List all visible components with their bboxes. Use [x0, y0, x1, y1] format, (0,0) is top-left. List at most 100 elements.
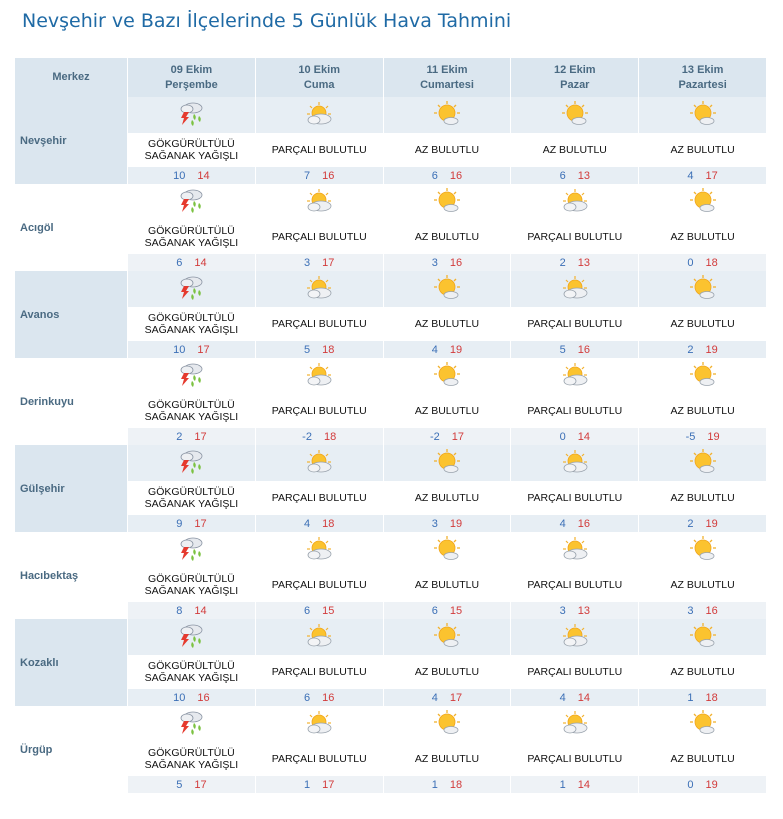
temp-cell: 0 18	[639, 254, 767, 271]
city-name: Ürgüp	[15, 706, 128, 793]
low-temp: 5	[304, 343, 311, 356]
weather-icon-cell	[255, 445, 384, 481]
thunderstorm-icon	[177, 188, 205, 217]
temp-cell: 6 14	[128, 254, 256, 271]
city-temp-row: 2 17 -2 18 -2 17 0 14 -5 19	[15, 428, 767, 445]
temp-cell: 8 14	[128, 602, 256, 619]
temp-cell: 1 18	[639, 689, 767, 706]
condition-cell: PARÇALI BULUTLU	[255, 481, 384, 515]
condition-text: AZ BULUTLU	[670, 666, 735, 678]
condition-cell: AZ BULUTLU	[639, 394, 767, 428]
high-temp: 17	[322, 256, 335, 269]
condition-cell: GÖKGÜRÜLTÜLÜ SAĞANAK YAĞIŞLI	[128, 394, 256, 428]
thunderstorm-icon	[177, 710, 205, 739]
partly-cloudy-icon	[560, 275, 590, 304]
condition-cell: PARÇALI BULUTLU	[255, 220, 384, 254]
low-temp: 4	[687, 169, 694, 182]
temp-cell: 2 17	[128, 428, 256, 445]
temp-cell: 6 13	[511, 167, 640, 184]
header-day: 11 Ekim Cumartesi	[383, 58, 512, 97]
condition-text: AZ BULUTLU	[414, 318, 480, 330]
temp-cell: 4 19	[383, 341, 512, 358]
weather-icon-cell	[255, 358, 384, 394]
high-temp: 19	[449, 343, 463, 356]
weather-icon-cell	[128, 271, 256, 307]
condition-text: AZ BULUTLU	[414, 666, 480, 678]
high-temp: 17	[194, 517, 207, 530]
condition-text: AZ BULUTLU	[670, 231, 735, 243]
condition-cell: AZ BULUTLU	[383, 742, 512, 776]
city-icon-row: Kozaklı	[15, 619, 767, 706]
low-temp: -5	[685, 430, 696, 443]
high-temp: 17	[322, 778, 335, 791]
condition-text: SAĞANAK YAĞIŞLI	[144, 150, 239, 162]
low-temp: 2	[687, 517, 694, 530]
high-temp: 16	[322, 691, 335, 704]
partly-cloudy-icon	[560, 188, 590, 217]
partly-cloudy-icon	[304, 188, 334, 217]
city-condition-row: GÖKGÜRÜLTÜLÜ SAĞANAK YAĞIŞLI PARÇALI BULUT…	[15, 742, 767, 776]
condition-text: GÖKGÜRÜLTÜLÜ	[148, 225, 235, 237]
high-temp: 17	[197, 343, 210, 356]
temp-cell: 4 16	[511, 515, 640, 532]
condition-cell: PARÇALI BULUTLU	[255, 394, 384, 428]
temp-cell: 3 16	[639, 602, 767, 619]
condition-cell: PARÇALI BULUTLU	[511, 655, 640, 689]
condition-cell: PARÇALI BULUTLU	[255, 307, 384, 341]
high-temp: 16	[197, 691, 210, 704]
high-temp: 16	[449, 169, 463, 182]
condition-cell: PARÇALI BULUTLU	[511, 742, 640, 776]
high-temp: 17	[705, 169, 718, 182]
forecast-body: Nevşehir GÖKGÜRÜLTÜLÜ SAĞANAK YAĞIŞLI PARÇA…	[15, 97, 767, 793]
thunderstorm-icon	[177, 536, 205, 565]
thunderstorm-icon	[177, 449, 205, 478]
header-weekday: Cuma	[303, 78, 335, 91]
high-temp: 18	[322, 517, 335, 530]
high-temp: 16	[577, 343, 590, 356]
weather-icon-cell	[255, 184, 384, 220]
weather-icon-cell	[383, 619, 512, 655]
low-temp: 1	[431, 778, 438, 791]
weather-icon-cell	[128, 445, 256, 481]
low-temp: 2	[559, 256, 566, 269]
temp-cell: 10 14	[128, 167, 256, 184]
mostly-sunny-icon	[432, 709, 462, 739]
low-temp: 4	[559, 517, 566, 530]
condition-text: PARÇALI BULUTLU	[271, 405, 367, 417]
weather-icon-cell	[383, 97, 512, 133]
high-temp: 13	[577, 169, 590, 182]
weather-icon-cell	[639, 358, 767, 394]
high-temp: 18	[449, 778, 463, 791]
condition-text: GÖKGÜRÜLTÜLÜ	[148, 399, 235, 411]
weather-icon-cell	[383, 184, 512, 220]
partly-cloudy-icon	[304, 449, 334, 478]
city-condition-row: GÖKGÜRÜLTÜLÜ SAĞANAK YAĞIŞLI PARÇALI BULUT…	[15, 133, 767, 167]
condition-text: PARÇALI BULUTLU	[271, 318, 367, 330]
mostly-sunny-icon	[432, 274, 462, 304]
low-temp: 10	[173, 169, 186, 182]
condition-cell: PARÇALI BULUTLU	[255, 742, 384, 776]
temp-cell: -5 19	[639, 428, 767, 445]
weather-icon-cell	[511, 532, 640, 568]
high-temp: 16	[577, 517, 590, 530]
city-condition-row: GÖKGÜRÜLTÜLÜ SAĞANAK YAĞIŞLI PARÇALI BULUT…	[15, 307, 767, 341]
mostly-sunny-icon	[688, 100, 718, 130]
low-temp: 0	[687, 778, 694, 791]
partly-cloudy-icon	[560, 536, 590, 565]
condition-cell: AZ BULUTLU	[383, 655, 512, 689]
partly-cloudy-icon	[304, 362, 334, 391]
weather-icon-cell	[511, 358, 640, 394]
high-temp: 19	[705, 343, 718, 356]
low-temp: 6	[431, 604, 438, 617]
temp-cell: 6 15	[383, 602, 512, 619]
low-temp: 5	[559, 343, 566, 356]
condition-text: SAĞANAK YAĞIŞLI	[144, 759, 239, 771]
mostly-sunny-icon	[432, 448, 462, 478]
high-temp: 19	[705, 778, 718, 791]
city-icon-row: Gülşehir	[15, 445, 767, 532]
mostly-sunny-icon	[432, 622, 462, 652]
mostly-sunny-icon	[432, 361, 462, 391]
condition-text: PARÇALI BULUTLU	[271, 753, 367, 765]
city-name: Hacıbektaş	[15, 532, 128, 619]
temp-cell: 10 17	[128, 341, 256, 358]
